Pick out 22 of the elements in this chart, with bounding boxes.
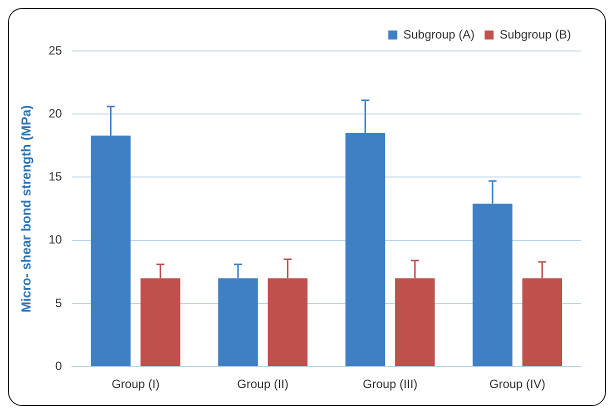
y-tick-label: 15: [48, 170, 62, 184]
y-tick-label: 20: [48, 106, 62, 120]
bar: [218, 278, 258, 366]
bar: [90, 136, 131, 366]
bar: [522, 278, 562, 366]
legend-label: Subgroup (B): [500, 27, 572, 42]
x-tick-label: Group (III): [362, 377, 418, 392]
bar: [345, 133, 386, 366]
legend-label: Subgroup (A): [403, 27, 475, 42]
y-tick-label: 10: [48, 232, 62, 247]
x-tick-label: Group (II): [237, 377, 289, 392]
bar: [395, 278, 435, 366]
x-tick-label: Group (IV): [489, 377, 546, 392]
rounded-frame: Micro- shear bond strength (MPa) Subgroup (A) Subgroup (B) Group (I) Group (II) Group (III) Group (IV) 0 5 10 15 20 25: [8, 8, 606, 406]
x-tick-label: Group (I): [112, 377, 160, 392]
y-tick-label: 5: [55, 296, 62, 310]
y-tick-label: 0: [55, 358, 62, 373]
bar: [140, 278, 180, 366]
y-tick-label: 25: [48, 43, 62, 58]
bar: [472, 204, 512, 366]
bar: [268, 278, 308, 366]
y-axis-title: Micro- shear bond strength (MPa): [18, 105, 34, 312]
